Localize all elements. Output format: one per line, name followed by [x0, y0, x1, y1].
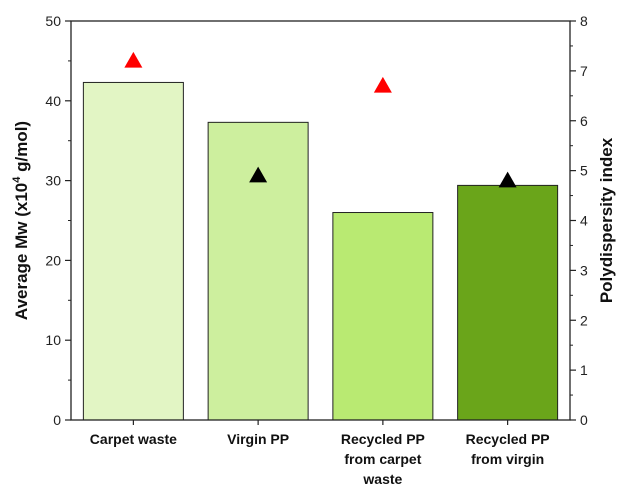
left-tick-label: 10 [45, 332, 61, 348]
category-label-line: from virgin [471, 451, 544, 467]
pdi-marker-1 [124, 51, 143, 68]
right-tick-label: 3 [580, 262, 588, 278]
left-tick-label: 0 [53, 412, 61, 428]
pdi-marker-4 [498, 171, 517, 188]
left-tick-label: 50 [45, 13, 61, 29]
bar-4 [457, 184, 559, 421]
left-axis-title-suffix: g/mol) [12, 121, 31, 177]
category-label-1: Carpet waste [90, 431, 177, 447]
bar-3 [332, 212, 434, 421]
category-label-line: Recycled PP [341, 431, 425, 447]
category-label-line: from carpet [344, 451, 421, 467]
left-tick-label: 20 [45, 252, 61, 268]
right-tick-label: 1 [580, 362, 588, 378]
right-axis-title: Polydispersity index [597, 137, 616, 303]
right-tick-label: 8 [580, 13, 588, 29]
right-tick-label: 5 [580, 163, 588, 179]
right-tick-label: 2 [580, 312, 588, 328]
right-tick-label: 6 [580, 113, 588, 129]
pdi-marker-3 [373, 76, 392, 93]
right-axis-ticks: 0 1 2 3 4 5 6 7 8 [570, 13, 588, 428]
left-axis-title-superscript: 4 [11, 176, 23, 183]
right-tick-label: 4 [580, 213, 588, 229]
category-label-line: Carpet waste [90, 431, 177, 447]
bars-layer [82, 81, 559, 421]
category-label-line: waste [362, 471, 402, 487]
category-labels: Carpet waste Virgin PP Recycled PP from car… [90, 420, 550, 487]
category-label-2: Virgin PP [227, 431, 289, 447]
pdi-marker-2 [249, 166, 268, 183]
left-tick-label: 40 [45, 93, 61, 109]
bar-1 [82, 81, 184, 421]
category-label-4: Recycled PP from virgin [466, 431, 550, 467]
left-axis-title: Average Mw (x104 g/mol) [11, 121, 31, 320]
left-axis-ticks: 0 10 20 30 40 50 [45, 13, 71, 428]
category-label-line: Virgin PP [227, 431, 289, 447]
right-tick-label: 0 [580, 412, 588, 428]
right-tick-label: 7 [580, 63, 588, 79]
left-axis-title-prefix: Average Mw (x10 [12, 183, 31, 320]
category-label-line: Recycled PP [466, 431, 550, 447]
left-tick-label: 30 [45, 173, 61, 189]
category-label-3: Recycled PP from carpet waste [341, 431, 425, 487]
markers-layer [124, 51, 517, 188]
